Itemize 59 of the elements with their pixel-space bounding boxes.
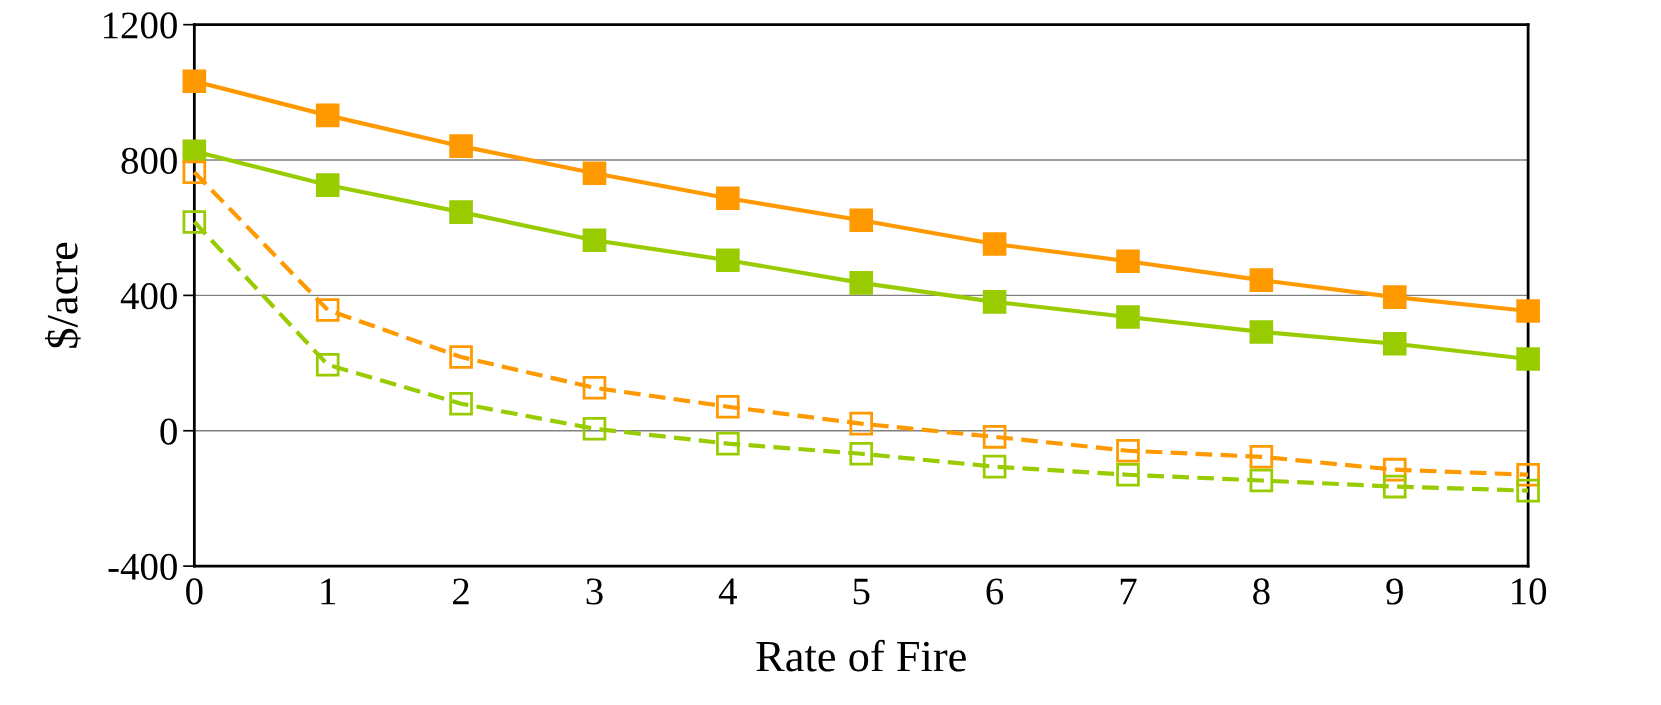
x-tick-label: 1 bbox=[321, 578, 336, 605]
point bbox=[449, 391, 473, 416]
point bbox=[982, 290, 1007, 314]
point bbox=[849, 271, 874, 295]
point bbox=[1116, 249, 1140, 274]
point bbox=[849, 208, 874, 233]
point bbox=[582, 416, 607, 441]
point bbox=[716, 186, 740, 211]
point bbox=[1116, 462, 1140, 487]
point bbox=[582, 375, 607, 400]
point bbox=[582, 228, 607, 253]
point bbox=[1249, 320, 1274, 344]
x-tick-label: 2 bbox=[453, 578, 469, 605]
y-tick-label: -400 bbox=[108, 553, 177, 580]
point bbox=[982, 425, 1007, 449]
x-tick-label: 8 bbox=[1253, 578, 1270, 605]
y-tick-label: 0 bbox=[160, 418, 177, 445]
point bbox=[982, 232, 1007, 256]
point bbox=[449, 200, 473, 224]
point bbox=[1249, 268, 1274, 292]
x-tick-label: 5 bbox=[853, 578, 870, 605]
point bbox=[1516, 347, 1540, 371]
x-tick-label: 10 bbox=[1512, 578, 1547, 605]
point bbox=[1382, 474, 1407, 499]
point bbox=[849, 441, 874, 466]
point bbox=[716, 431, 740, 456]
point bbox=[1116, 438, 1140, 463]
point bbox=[582, 161, 607, 186]
x-tick-label: 7 bbox=[1120, 578, 1137, 605]
y-tick-label: 1200 bbox=[104, 12, 177, 39]
point bbox=[182, 160, 207, 185]
point bbox=[182, 210, 207, 234]
x-tick-label: 4 bbox=[718, 578, 737, 605]
point bbox=[716, 394, 740, 419]
x-tick-label: 0 bbox=[186, 578, 203, 605]
point bbox=[315, 173, 340, 197]
point bbox=[982, 454, 1007, 479]
point bbox=[1116, 305, 1140, 329]
y-axis-title: $/acre bbox=[45, 242, 81, 348]
point bbox=[849, 411, 874, 436]
y-tick-label: 800 bbox=[121, 147, 177, 174]
point bbox=[449, 134, 473, 158]
point bbox=[1249, 445, 1274, 469]
point bbox=[1249, 468, 1274, 493]
x-tick-label: 3 bbox=[586, 578, 603, 605]
point bbox=[449, 345, 473, 369]
point bbox=[315, 352, 340, 377]
point bbox=[1382, 285, 1407, 309]
x-tick-label: 6 bbox=[986, 578, 1004, 605]
point bbox=[716, 248, 740, 273]
point bbox=[315, 103, 340, 128]
point bbox=[1382, 331, 1407, 356]
point bbox=[315, 298, 340, 322]
x-axis-title: Rate of Fire bbox=[756, 639, 966, 672]
x-tick-label: 9 bbox=[1386, 578, 1403, 605]
point bbox=[1516, 299, 1540, 323]
y-tick-label: 400 bbox=[120, 283, 177, 310]
point bbox=[182, 69, 207, 93]
point bbox=[1516, 478, 1540, 503]
